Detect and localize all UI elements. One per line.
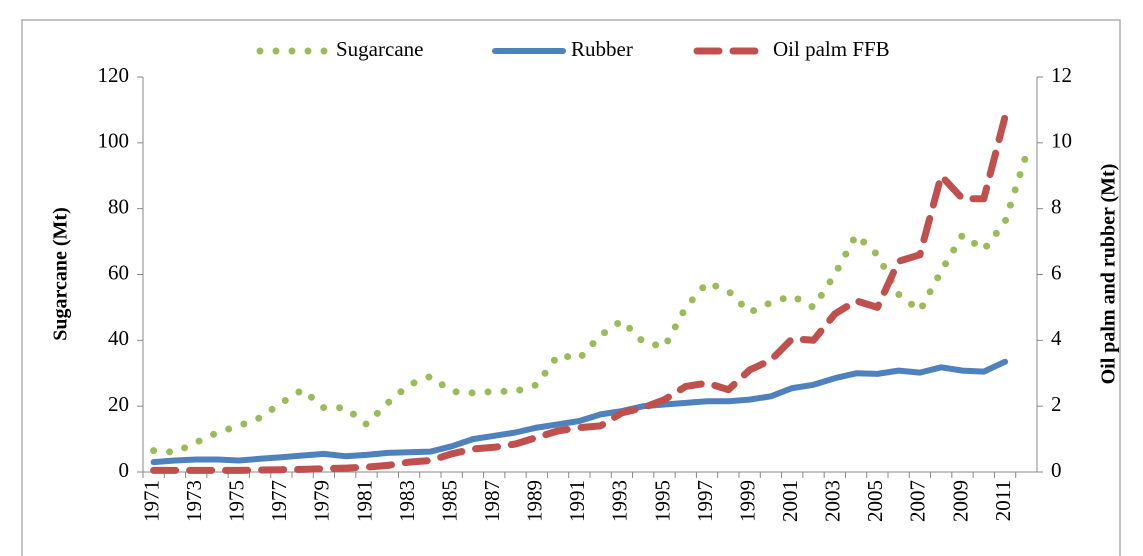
y2-tick-label: 6 [1051, 260, 1062, 284]
x-tick-label: 1973 [182, 480, 206, 522]
y-tick-label: 80 [108, 194, 129, 218]
x-tick-label: 1985 [437, 480, 461, 522]
series-line [150, 358, 1009, 466]
x-tick-label: 1999 [735, 480, 759, 522]
y2-tick-label: 2 [1051, 392, 1062, 416]
y2-tick-label: 10 [1051, 129, 1072, 153]
y2-tick-label: 8 [1051, 194, 1062, 218]
x-tick-label: 2005 [863, 480, 887, 522]
x-tick-label: 1993 [608, 480, 632, 522]
x-tick-label: 2007 [906, 480, 930, 522]
y-tick-label: 0 [119, 458, 130, 482]
x-tick-label: 1995 [650, 480, 674, 522]
x-tick-label: 2003 [821, 480, 845, 522]
x-tick-label: 1977 [267, 480, 291, 522]
y-tick-label: 20 [108, 392, 129, 416]
x-tick-label: 1997 [693, 480, 717, 522]
x-tick-label: 1979 [310, 480, 334, 522]
x-tick-label: 1971 [139, 480, 163, 522]
y2-tick-label: 4 [1051, 326, 1062, 350]
x-tick-label: 1981 [352, 480, 376, 522]
x-tick-label: 2009 [948, 480, 972, 522]
legend-label: Oil palm FFB [773, 37, 890, 61]
legend-label: Sugarcane [336, 37, 423, 61]
y2-tick-label: 12 [1051, 63, 1072, 87]
x-tick-label: 2011 [991, 480, 1015, 521]
legend-label: Rubber [571, 37, 633, 61]
series-line [150, 113, 1009, 474]
x-tick-label: 1975 [225, 480, 249, 522]
y-tick-label: 40 [108, 326, 129, 350]
x-tick-label: 1987 [480, 480, 504, 522]
x-tick-label: 1989 [523, 480, 547, 522]
x-tick-label: 2001 [778, 480, 802, 522]
chart-border [21, 19, 1121, 556]
y-tick-label: 120 [98, 63, 130, 87]
y2-axis-title: Oil palm and rubber (Mt) [1098, 164, 1120, 385]
y-axis-title: Sugarcane (Mt) [50, 207, 72, 341]
y-tick-label: 100 [98, 129, 130, 153]
x-tick-label: 1991 [565, 480, 589, 522]
y-tick-label: 60 [108, 260, 129, 284]
x-tick-label: 1983 [395, 480, 419, 522]
series-line [150, 150, 1030, 456]
y2-tick-label: 0 [1051, 458, 1062, 482]
